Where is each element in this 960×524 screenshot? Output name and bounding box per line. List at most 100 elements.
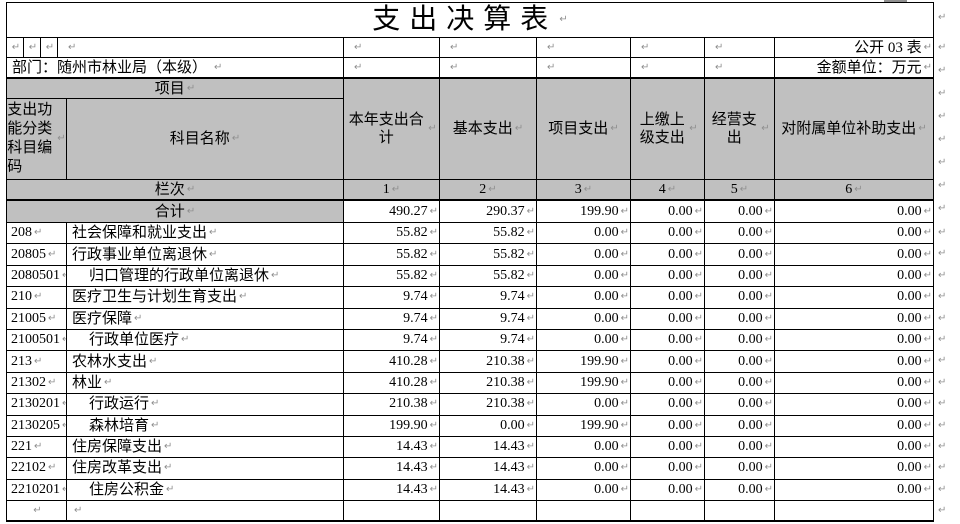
value-cell[interactable]: 210.38 ↵ bbox=[440, 372, 537, 395]
value-cell[interactable]: 9.74 ↵ bbox=[344, 308, 440, 330]
value-cell[interactable]: 14.43 ↵ bbox=[440, 479, 537, 502]
code-cell[interactable]: 208 ↵ bbox=[7, 223, 67, 245]
value-cell[interactable]: 199.90 ↵ bbox=[344, 415, 440, 437]
value-cell[interactable]: 55.82 ↵ bbox=[440, 265, 537, 288]
value-cell[interactable]: 0.00 ↵ bbox=[537, 436, 631, 459]
total-value-cell[interactable]: 0.00 ↵ bbox=[631, 201, 705, 223]
value-cell[interactable]: 0.00 ↵ bbox=[631, 244, 705, 266]
sheet-label-cell[interactable]: 公开 03 表 ↵ bbox=[775, 38, 934, 58]
value-cell[interactable]: 14.43 ↵ bbox=[440, 458, 537, 480]
value-cell[interactable]: 9.74 ↵ bbox=[440, 329, 537, 352]
value-cell[interactable]: 0.00 ↵ bbox=[705, 308, 775, 330]
value-cell[interactable]: 210.38 ↵ bbox=[440, 394, 537, 416]
value-cell[interactable]: 0.00 ↵ bbox=[775, 394, 934, 416]
code-cell[interactable]: 213 ↵ bbox=[7, 351, 67, 373]
total-label-cell[interactable]: 合计 ↵ bbox=[7, 201, 344, 223]
value-cell[interactable]: 9.74 ↵ bbox=[344, 287, 440, 309]
header-col-upturn-cell[interactable]: 上缴上级支出 ↵ bbox=[631, 79, 705, 180]
value-cell[interactable]: 199.90 ↵ bbox=[537, 372, 631, 395]
empty-cell[interactable]: ↵ bbox=[440, 58, 537, 79]
value-cell[interactable]: 0.00 ↵ bbox=[631, 415, 705, 437]
header-subject-cell[interactable]: 科目名称 ↵ bbox=[67, 99, 344, 180]
value-cell[interactable]: 9.74 ↵ bbox=[440, 308, 537, 330]
value-cell[interactable]: 9.74 ↵ bbox=[440, 287, 537, 309]
empty-cell[interactable]: ↵ bbox=[344, 38, 440, 58]
empty-cell[interactable]: ↵ bbox=[58, 38, 344, 58]
total-value-cell[interactable]: 199.90 ↵ bbox=[537, 201, 631, 223]
subject-cell[interactable]: 行政运行 ↵ bbox=[67, 394, 344, 416]
empty-cell[interactable]: ↵ bbox=[7, 38, 24, 58]
subject-cell[interactable]: 归口管理的行政单位离退休 ↵ bbox=[67, 265, 344, 288]
value-cell[interactable]: 0.00 ↵ bbox=[775, 479, 934, 502]
value-cell[interactable]: 0.00 ↵ bbox=[775, 287, 934, 309]
value-cell[interactable]: 14.43 ↵ bbox=[440, 436, 537, 459]
empty-cell[interactable]: ↵ bbox=[705, 58, 775, 79]
value-cell[interactable]: 0.00 ↵ bbox=[705, 479, 775, 502]
empty-cell[interactable]: ↵ bbox=[440, 38, 537, 58]
value-cell[interactable]: 0.00 ↵ bbox=[537, 329, 631, 352]
total-value-cell[interactable]: 290.37 ↵ bbox=[440, 201, 537, 223]
empty-subject-cell[interactable]: ↵ bbox=[67, 501, 344, 523]
colnum-cell[interactable]: 5 ↵ bbox=[705, 180, 775, 201]
empty-cell[interactable]: ↵ bbox=[705, 38, 775, 58]
value-cell[interactable]: 0.00 ↵ bbox=[775, 308, 934, 330]
value-cell[interactable]: 0.00 ↵ bbox=[631, 287, 705, 309]
value-cell[interactable]: 0.00 ↵ bbox=[631, 436, 705, 459]
header-project-cell[interactable]: 项目 ↵ bbox=[7, 79, 344, 99]
value-cell[interactable]: 0.00 ↵ bbox=[631, 308, 705, 330]
subject-cell[interactable]: 医疗保障 ↵ bbox=[67, 308, 344, 330]
value-cell[interactable]: 0.00 ↵ bbox=[775, 372, 934, 395]
empty-value-cell[interactable] bbox=[775, 501, 934, 523]
value-cell[interactable]: 55.82 ↵ bbox=[440, 244, 537, 266]
header-col-subsidy-cell[interactable]: 对附属单位补助支出 ↵ bbox=[775, 79, 934, 180]
value-cell[interactable]: 0.00 ↵ bbox=[631, 265, 705, 288]
value-cell[interactable]: 0.00 ↵ bbox=[631, 479, 705, 502]
value-cell[interactable]: 210.38 ↵ bbox=[344, 394, 440, 416]
empty-cell[interactable]: ↵ bbox=[41, 38, 58, 58]
value-cell[interactable]: 0.00 ↵ bbox=[775, 415, 934, 437]
colnum-cell[interactable]: 6 ↵ bbox=[775, 180, 934, 201]
value-cell[interactable]: 9.74 ↵ bbox=[344, 329, 440, 352]
code-cell[interactable]: 20805 ↵ bbox=[7, 244, 67, 266]
value-cell[interactable]: 0.00 ↵ bbox=[705, 458, 775, 480]
value-cell[interactable]: 0.00 ↵ bbox=[631, 351, 705, 373]
empty-value-cell[interactable] bbox=[705, 501, 775, 523]
value-cell[interactable]: 0.00 ↵ bbox=[775, 458, 934, 480]
value-cell[interactable]: 0.00 ↵ bbox=[705, 244, 775, 266]
value-cell[interactable]: 199.90 ↵ bbox=[537, 351, 631, 373]
value-cell[interactable]: 0.00 ↵ bbox=[705, 329, 775, 352]
value-cell[interactable]: 0.00 ↵ bbox=[631, 394, 705, 416]
value-cell[interactable]: 0.00 ↵ bbox=[775, 436, 934, 459]
empty-value-cell[interactable] bbox=[344, 501, 440, 523]
value-cell[interactable]: 0.00 ↵ bbox=[631, 458, 705, 480]
empty-cell[interactable]: ↵ bbox=[537, 38, 631, 58]
total-value-cell[interactable]: 0.00 ↵ bbox=[775, 201, 934, 223]
subject-cell[interactable]: 住房公积金 ↵ bbox=[67, 479, 344, 502]
code-cell[interactable]: 2100501↵ bbox=[7, 329, 67, 352]
code-cell[interactable]: 221 ↵ bbox=[7, 436, 67, 459]
value-cell[interactable]: 0.00 ↵ bbox=[537, 308, 631, 330]
value-cell[interactable]: 0.00 ↵ bbox=[705, 394, 775, 416]
value-cell[interactable]: 410.28 ↵ bbox=[344, 351, 440, 373]
table-title[interactable]: 支出决算表 ↵ bbox=[7, 3, 934, 38]
value-cell[interactable]: 0.00 ↵ bbox=[705, 372, 775, 395]
value-cell[interactable]: 0.00 ↵ bbox=[537, 223, 631, 245]
value-cell[interactable]: 0.00 ↵ bbox=[775, 223, 934, 245]
value-cell[interactable]: 0.00 ↵ bbox=[631, 372, 705, 395]
value-cell[interactable]: 14.43 ↵ bbox=[344, 479, 440, 502]
header-col-project-cell[interactable]: 项目支出 ↵ bbox=[537, 79, 631, 180]
empty-code-cell[interactable]: ↵ bbox=[7, 501, 67, 523]
colnum-cell[interactable]: 3 ↵ bbox=[537, 180, 631, 201]
code-cell[interactable]: 21302 ↵ bbox=[7, 372, 67, 395]
code-cell[interactable]: 210 ↵ bbox=[7, 287, 67, 309]
subject-cell[interactable]: 住房改革支出 ↵ bbox=[67, 458, 344, 480]
empty-value-cell[interactable] bbox=[440, 501, 537, 523]
unit-cell[interactable]: 金额单位：万元 ↵ bbox=[775, 58, 934, 79]
value-cell[interactable]: 410.28 ↵ bbox=[344, 372, 440, 395]
value-cell[interactable]: 55.82 ↵ bbox=[344, 244, 440, 266]
code-cell[interactable]: 21005 ↵ bbox=[7, 308, 67, 330]
code-cell[interactable]: 2130201↵ bbox=[7, 394, 67, 416]
value-cell[interactable]: 199.90 ↵ bbox=[537, 415, 631, 437]
header-code-cell[interactable]: 支出功能分类科目编码 ↵ bbox=[7, 99, 67, 180]
code-cell[interactable]: 2210201↵ bbox=[7, 479, 67, 502]
